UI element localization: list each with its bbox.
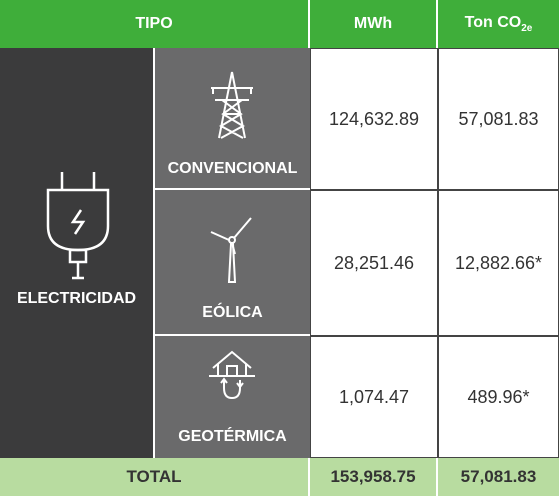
value-text: 1,074.47 (338, 386, 410, 407)
header-text: MWh (353, 15, 393, 32)
value-text: 124,632.89 (328, 108, 420, 129)
total-label: TOTAL (126, 467, 182, 486)
group-cell: ELECTRICIDAD (0, 48, 155, 458)
type-label: GEOTÉRMICA (178, 428, 287, 445)
header-cell: MWh (310, 0, 438, 48)
type-cell: GEOTÉRMICA (155, 336, 310, 458)
total-value: 57,081.83 (460, 467, 537, 486)
total-cell: TOTAL (0, 458, 310, 496)
type-cell: EÓLICA (155, 190, 310, 336)
value-text: 57,081.83 (458, 108, 539, 129)
value-text: 12,882.66* (454, 252, 543, 273)
value-text: 489.96* (467, 386, 530, 407)
header-text-main: Ton CO (464, 13, 522, 31)
header-cell: TIPO (0, 0, 310, 48)
windmill-icon (210, 217, 252, 283)
type-label: EÓLICA (202, 304, 263, 321)
total-value: 153,958.75 (330, 467, 416, 486)
header-text: Ton CO2e (465, 14, 533, 34)
value-cell: 124,632.89 (310, 48, 438, 190)
header-subscript: 2e (521, 23, 533, 35)
value-cell: 1,074.47 (310, 336, 438, 458)
value-text: 28,251.46 (333, 252, 415, 273)
value-cell: 28,251.46 (310, 190, 438, 336)
plug-icon (46, 172, 110, 280)
value-cell: 57,081.83 (438, 48, 559, 190)
header-text: TIPO (135, 15, 173, 32)
value-cell: 489.96* (438, 336, 559, 458)
header-cell: Ton CO2e (438, 0, 559, 48)
type-cell: CONVENCIONAL (155, 48, 310, 190)
tower-icon (211, 71, 253, 139)
group-label: ELECTRICIDAD (16, 290, 137, 307)
total-cell: 57,081.83 (438, 458, 559, 496)
type-label: CONVENCIONAL (167, 160, 298, 177)
geothermal-icon (209, 350, 255, 400)
value-cell: 12,882.66* (438, 190, 559, 336)
total-cell: 153,958.75 (310, 458, 438, 496)
